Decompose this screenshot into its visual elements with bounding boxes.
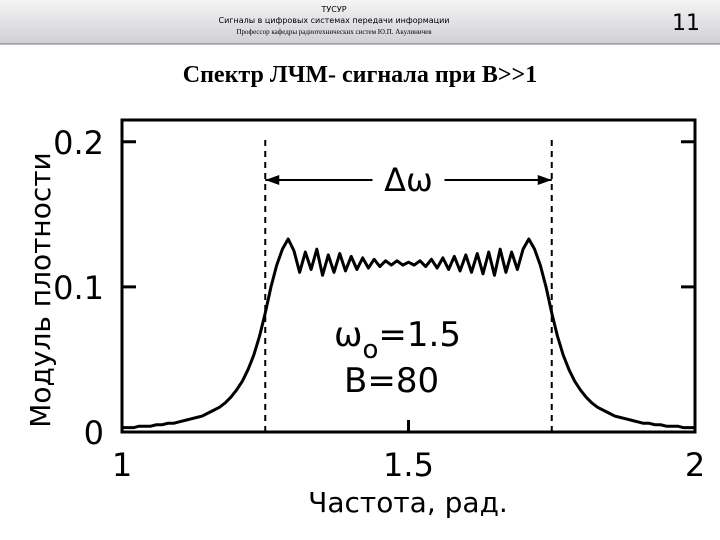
omega-value: =1.5 <box>378 315 461 355</box>
header-bar <box>0 0 720 44</box>
x-tick-label: 2 <box>685 446 705 484</box>
slide-title: Спектр ЛЧМ- сигнала при B>>1 <box>183 62 537 88</box>
omega-label: ωo=1.5 <box>334 315 461 365</box>
x-tick-label: 1 <box>112 446 132 484</box>
y-axis-title: Модуль плотности <box>24 152 57 428</box>
omega-symbol: ω <box>334 315 362 355</box>
header-author: Профессор кафедры радиотехнических систе… <box>236 28 432 36</box>
spectrum-line <box>122 237 695 430</box>
x-tick-label: 1.5 <box>383 446 434 484</box>
y-tick-label: 0 <box>84 414 104 452</box>
omega-subscript: o <box>362 335 378 365</box>
y-tick-label: 0.1 <box>53 269 104 307</box>
header-org: ТУСУР <box>320 5 346 14</box>
y-tick-label: 0.2 <box>53 124 104 162</box>
b-label: B=80 <box>344 361 439 401</box>
page-number: 11 <box>672 11 700 36</box>
span-label: Δω <box>384 161 433 199</box>
span-label-bg <box>372 162 445 198</box>
header-course: Сигналы в цифровых системах передачи инф… <box>219 16 450 25</box>
x-axis-title: Частота, рад. <box>308 486 508 519</box>
